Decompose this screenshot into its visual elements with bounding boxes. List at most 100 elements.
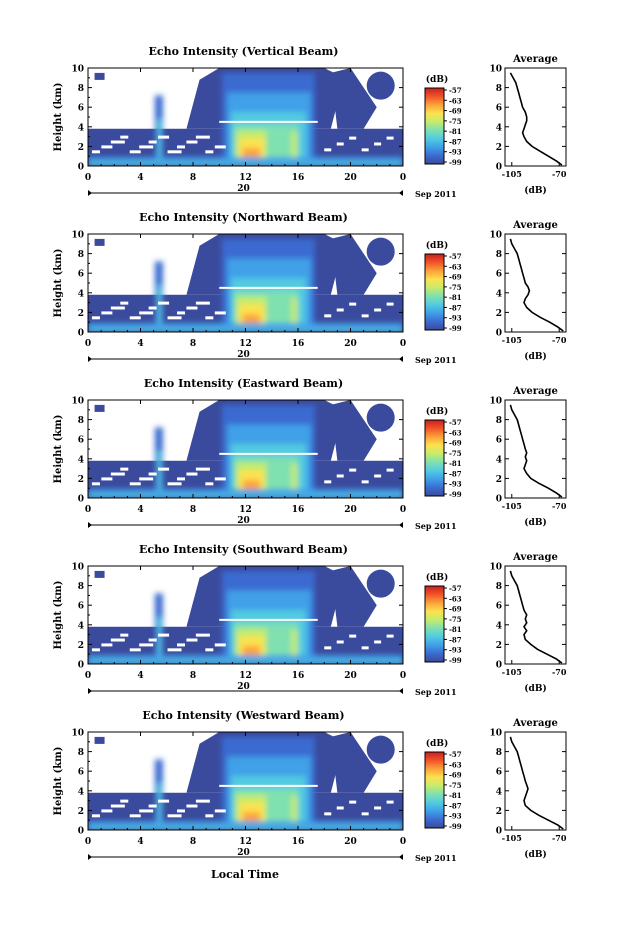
- y-tick-label: 4: [78, 455, 84, 465]
- x-tick-label: 16: [292, 505, 305, 515]
- y-tick-label: 2: [78, 807, 84, 817]
- colorbar-tick: -99: [449, 158, 462, 167]
- panel-title: Echo Intensity (Northward Beam): [139, 211, 348, 224]
- x-tick-label: 0: [85, 173, 91, 183]
- x-tick-label: 12: [239, 173, 252, 183]
- average-xlabel: (dB): [524, 185, 546, 196]
- month-year-label: Sep 2011: [415, 189, 457, 199]
- y-tick-label: 2: [78, 309, 84, 319]
- colorbar-tick: -81: [449, 625, 462, 634]
- y-tick-label: 6: [78, 602, 84, 612]
- x-tick-label: 0: [85, 339, 91, 349]
- y-tick-label: 8: [78, 250, 84, 260]
- panel-title: Echo Intensity (Vertical Beam): [148, 45, 338, 58]
- colorbar-tick: -81: [449, 127, 462, 136]
- colorbar-tick: -93: [449, 646, 462, 655]
- heatmap: [88, 400, 403, 498]
- avg-y-tick-label: 10: [489, 65, 502, 75]
- colorbar-tick: -75: [449, 781, 462, 790]
- colorbar-tick: -75: [449, 117, 462, 126]
- panel-title: Echo Intensity (Eastward Beam): [144, 377, 343, 390]
- avg-y-tick-label: 0: [496, 163, 502, 173]
- y-tick-label: 8: [78, 748, 84, 758]
- y-tick-label: 4: [78, 787, 84, 797]
- avg-y-tick-label: 2: [496, 807, 502, 817]
- x-tick-label: 0: [85, 671, 91, 681]
- x-tick-label: 4: [137, 173, 143, 183]
- average-profile: Average 0 2 4 6 8 10 -105 -70 (dB): [489, 386, 566, 528]
- avg-y-tick-label: 6: [496, 270, 502, 280]
- y-tick-label: 10: [71, 397, 84, 407]
- month-year-label: Sep 2011: [415, 853, 457, 863]
- y-tick-label: 6: [78, 104, 84, 114]
- x-tick-label: 0: [400, 671, 406, 681]
- panel-2: Echo Intensity (Eastward Beam) 0 2 4 6 8 10 0 4 8…: [53, 377, 567, 531]
- colorbar-unit: (dB): [426, 240, 448, 251]
- y-tick-label: 0: [78, 329, 84, 339]
- y-tick-label: 10: [71, 231, 84, 241]
- y-axis-label: Height (km): [53, 581, 64, 650]
- month-year-label: Sep 2011: [415, 687, 457, 697]
- x-tick-label: 4: [137, 505, 143, 515]
- colorbar-tick: -99: [449, 490, 462, 499]
- avg-y-tick-label: 8: [496, 582, 502, 592]
- avg-x-tick-label: -70: [552, 667, 567, 677]
- avg-x-tick-label: -105: [502, 501, 522, 511]
- x-tick-label: 20: [344, 173, 357, 183]
- colorbar-tick: -87: [449, 635, 462, 644]
- x-tick-label: 0: [85, 505, 91, 515]
- colorbar-tick: -81: [449, 293, 462, 302]
- colorbar-unit: (dB): [426, 74, 448, 85]
- avg-y-tick-label: 8: [496, 250, 502, 260]
- colorbar-tick: -69: [449, 605, 462, 614]
- panel-0: Echo Intensity (Vertical Beam) 0 2 4 6 8 10 0 4 8…: [53, 45, 567, 199]
- avg-y-tick-label: 6: [496, 436, 502, 446]
- y-tick-label: 4: [78, 289, 84, 299]
- panel-1: Echo Intensity (Northward Beam) 0 2 4 6 8 10 0 4…: [53, 211, 567, 365]
- panel-title: Echo Intensity (Southward Beam): [139, 543, 348, 556]
- colorbar-tick: -75: [449, 283, 462, 292]
- x-tick-label: 8: [190, 837, 196, 847]
- colorbar: [424, 419, 445, 497]
- y-tick-label: 8: [78, 84, 84, 94]
- y-tick-label: 8: [78, 582, 84, 592]
- y-tick-label: 0: [78, 661, 84, 671]
- avg-y-tick-label: 2: [496, 309, 502, 319]
- colorbar-tick: -93: [449, 148, 462, 157]
- y-tick-label: 6: [78, 270, 84, 280]
- x-tick-label: 16: [292, 837, 305, 847]
- y-tick-label: 0: [78, 827, 84, 837]
- colorbar-tick: -99: [449, 324, 462, 333]
- x-tick-label: 8: [190, 339, 196, 349]
- x-tick-label: 20: [344, 671, 357, 681]
- heatmap: [88, 732, 403, 830]
- x-tick-label: 12: [239, 339, 252, 349]
- x-tick-label: 4: [137, 671, 143, 681]
- x-axis-label: Local Time: [211, 868, 279, 881]
- average-title: Average: [512, 54, 558, 65]
- x-tick-label: 16: [292, 671, 305, 681]
- x-tick-label: 12: [239, 837, 252, 847]
- average-title: Average: [512, 220, 558, 231]
- x-tick-label: 8: [190, 671, 196, 681]
- colorbar-tick: -87: [449, 303, 462, 312]
- x-tick-label: 0: [85, 837, 91, 847]
- average-profile: Average 0 2 4 6 8 10 -105 -70 (dB): [489, 552, 566, 694]
- avg-y-tick-label: 4: [496, 455, 502, 465]
- avg-y-tick-label: 8: [496, 84, 502, 94]
- panel-title: Echo Intensity (Westward Beam): [142, 709, 344, 722]
- colorbar-unit: (dB): [426, 738, 448, 749]
- avg-y-tick-label: 6: [496, 768, 502, 778]
- avg-x-tick-label: -70: [552, 169, 567, 179]
- colorbar-tick: -63: [449, 428, 462, 437]
- average-profile: Average 0 2 4 6 8 10 -105 -70 (dB): [489, 54, 566, 196]
- colorbar-tick: -75: [449, 449, 462, 458]
- y-tick-label: 2: [78, 641, 84, 651]
- y-tick-label: 10: [71, 65, 84, 75]
- colorbar-tick: -81: [449, 791, 462, 800]
- average-title: Average: [512, 718, 558, 729]
- avg-x-tick-label: -105: [502, 833, 522, 843]
- x-tick-label: 4: [137, 339, 143, 349]
- average-xlabel: (dB): [524, 683, 546, 694]
- average-profile-line: [509, 72, 563, 166]
